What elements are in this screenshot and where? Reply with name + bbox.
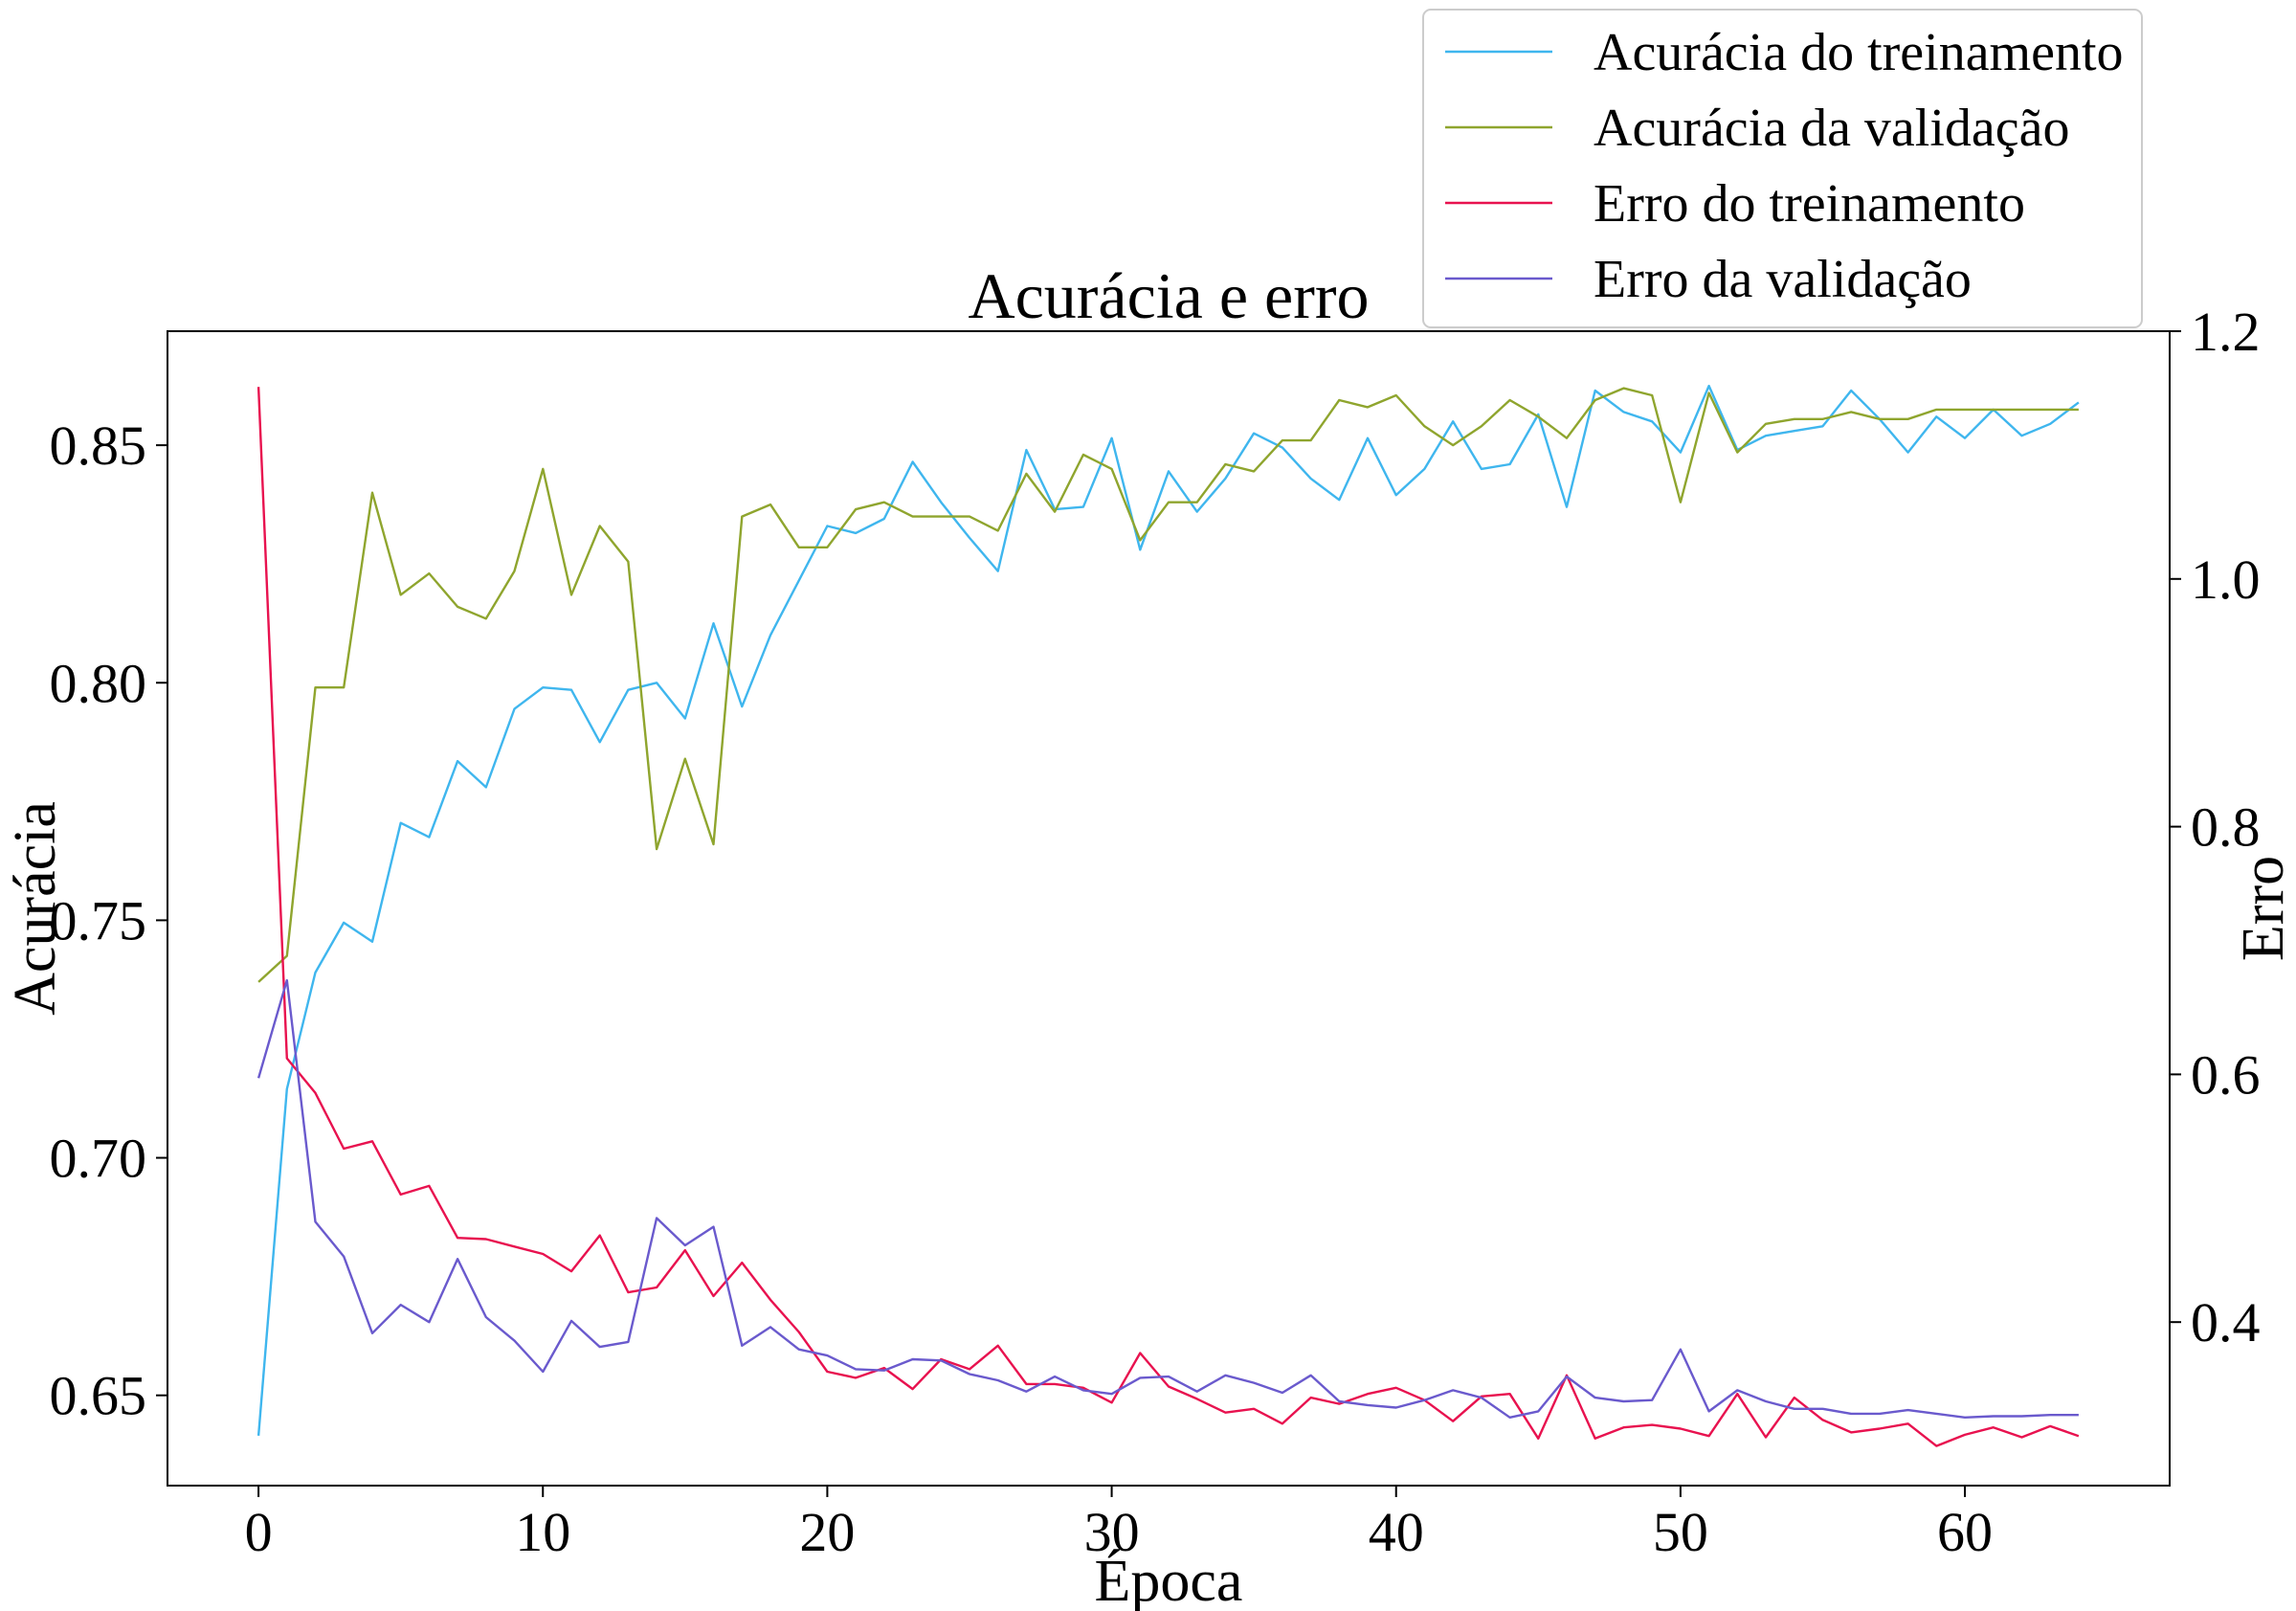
y-left-tick-label: 0.75 xyxy=(50,889,147,951)
y-right-tick-label: 1.0 xyxy=(2191,548,2261,611)
legend-label-4: Erro da validação xyxy=(1594,250,1972,309)
y-axis-right-title: Erro xyxy=(2231,856,2296,961)
y-left-tick-label: 0.70 xyxy=(50,1128,147,1190)
x-tick-label: 30 xyxy=(1084,1501,1140,1563)
x-axis: 0 10 20 30 40 50 60 xyxy=(245,1486,1993,1563)
series-layer xyxy=(256,384,2080,1447)
legend-box xyxy=(1422,9,2143,328)
chart-title: Acurácia e erro xyxy=(968,259,1369,332)
y-right-tick-label: 0.6 xyxy=(2191,1043,2261,1106)
series-line-1 xyxy=(256,384,2080,1436)
x-tick-label: 10 xyxy=(515,1501,570,1563)
legend: Acurácia do treinamento Acurácia da valid… xyxy=(1422,9,2143,328)
x-tick-label: 0 xyxy=(245,1501,273,1563)
legend-label-3: Erro do treinamento xyxy=(1594,174,2025,234)
series-line-2 xyxy=(257,387,2079,983)
y-right-tick-label: 0.8 xyxy=(2191,796,2261,859)
x-tick-label: 20 xyxy=(799,1501,855,1563)
plot-frame xyxy=(167,330,2171,1487)
x-tick-label: 50 xyxy=(1653,1501,1708,1563)
x-axis-title: Época xyxy=(1095,1549,1243,1611)
y-axis-left: 0.65 0.70 0.75 0.80 0.85 xyxy=(50,414,167,1427)
y-axis-right: 0.4 0.6 0.8 1.0 1.2 xyxy=(2170,301,2261,1354)
y-left-tick-label: 0.65 xyxy=(50,1365,147,1427)
y-right-tick-label: 1.2 xyxy=(2191,301,2261,363)
series-line-4 xyxy=(256,978,2079,1420)
y-right-tick-label: 0.4 xyxy=(2191,1291,2261,1354)
legend-label-2: Acurácia da validação xyxy=(1594,99,2069,158)
y-left-tick-label: 0.85 xyxy=(50,414,147,477)
x-tick-label: 60 xyxy=(1937,1501,1993,1563)
y-axis-left-title: Acurácia xyxy=(3,801,68,1016)
series-line-3 xyxy=(256,387,2080,1447)
x-tick-label: 40 xyxy=(1369,1501,1424,1563)
legend-label-1: Acurácia do treinamento xyxy=(1594,23,2124,82)
y-left-tick-label: 0.80 xyxy=(50,652,147,714)
